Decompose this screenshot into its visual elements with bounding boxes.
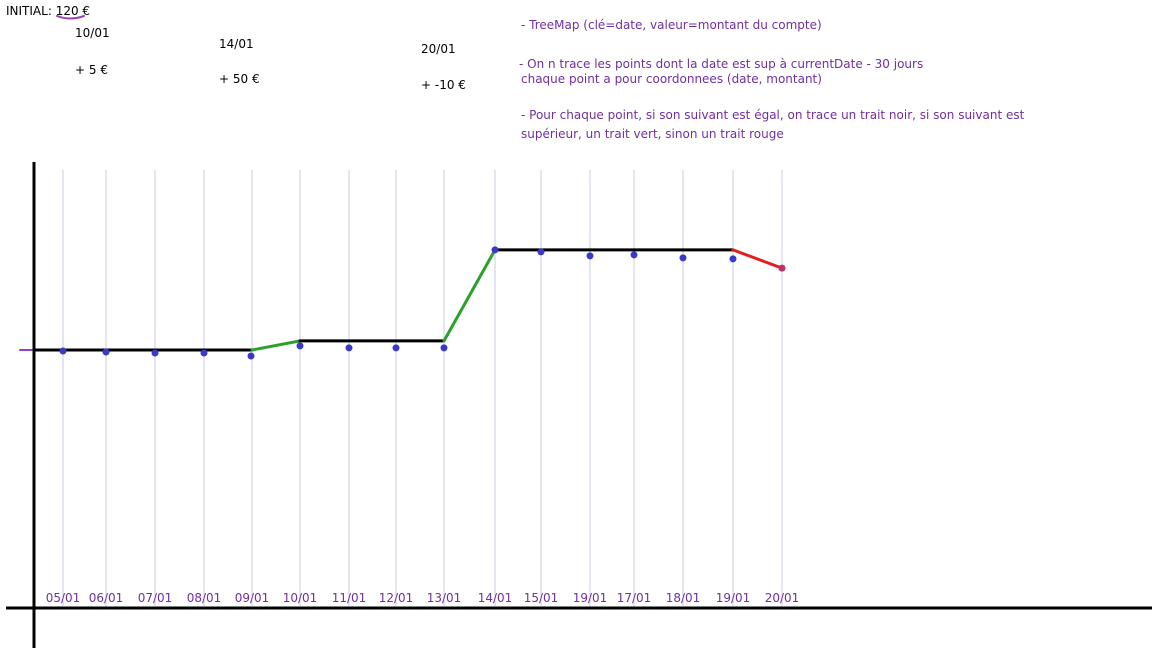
x-tick-label-2: 06/01 (89, 591, 124, 605)
initial-amount: 120 € (55, 4, 91, 18)
data-point-4 (200, 349, 208, 357)
line-segments (32, 248, 784, 352)
x-tick-label-4: 08/01 (187, 591, 222, 605)
data-point-2 (102, 348, 110, 356)
note-rule-line1: - Pour chaque point, si son suivant est … (521, 108, 1025, 122)
data-point-16 (778, 264, 786, 272)
x-tick-label-1: 05/01 (46, 591, 81, 605)
x-tick-label-13: 17/01 (617, 591, 652, 605)
data-point-10 (491, 246, 499, 254)
segment-5-up (250, 339, 302, 352)
initial-label-text: INITIAL: (6, 4, 52, 18)
x-tick-label-10: 14/01 (478, 591, 513, 605)
event-delta-2: + 50 € (219, 72, 260, 86)
data-point-9 (440, 344, 448, 352)
note-rule-line2: supérieur, un trait vert, sinon un trait… (521, 127, 784, 141)
data-points (59, 246, 786, 360)
initial-label: INITIAL: 120 € (6, 4, 90, 18)
x-tick-label-11: 15/01 (524, 591, 559, 605)
data-point-6 (296, 342, 304, 350)
gridlines (62, 170, 783, 606)
x-tick-label-3: 07/01 (138, 591, 173, 605)
data-point-12 (586, 252, 594, 260)
data-point-11 (537, 248, 545, 256)
data-point-7 (345, 344, 353, 352)
note-filter-line2: chaque point a pour coordonnees (date, m… (521, 72, 822, 86)
x-tick-labels: 05/01 06/01 07/01 08/01 09/01 10/01 11/01 12/01… (46, 591, 800, 605)
data-point-14 (679, 254, 687, 262)
x-tick-label-5: 09/01 (235, 591, 270, 605)
data-point-15 (729, 255, 737, 263)
event-date-3: 20/01 (421, 42, 456, 56)
event-delta-3: + -10 € (421, 78, 466, 92)
event-date-2: 14/01 (219, 37, 254, 51)
data-point-3 (151, 349, 159, 357)
event-delta-1: + 5 € (75, 63, 108, 77)
data-point-8 (392, 344, 400, 352)
x-tick-label-8: 12/01 (379, 591, 414, 605)
x-tick-label-7: 11/01 (332, 591, 367, 605)
data-point-1 (59, 347, 67, 355)
x-tick-label-15: 19/01 (716, 591, 751, 605)
data-point-13 (630, 251, 638, 259)
segment-15-down (731, 248, 784, 270)
segment-9-up (442, 248, 497, 343)
initial-underline (56, 15, 85, 20)
x-tick-label-12: 19/01 (573, 591, 608, 605)
x-tick-label-14: 18/01 (666, 591, 701, 605)
data-point-5 (247, 352, 255, 360)
x-tick-label-16: 20/01 (765, 591, 800, 605)
x-tick-label-6: 10/01 (283, 591, 318, 605)
note-filter-line1: - On n trace les points dont la date est… (519, 57, 924, 71)
x-tick-label-9: 13/01 (427, 591, 462, 605)
event-date-1: 10/01 (75, 26, 110, 40)
note-treemap: - TreeMap (clé=date, valeur=montant du c… (521, 18, 822, 32)
